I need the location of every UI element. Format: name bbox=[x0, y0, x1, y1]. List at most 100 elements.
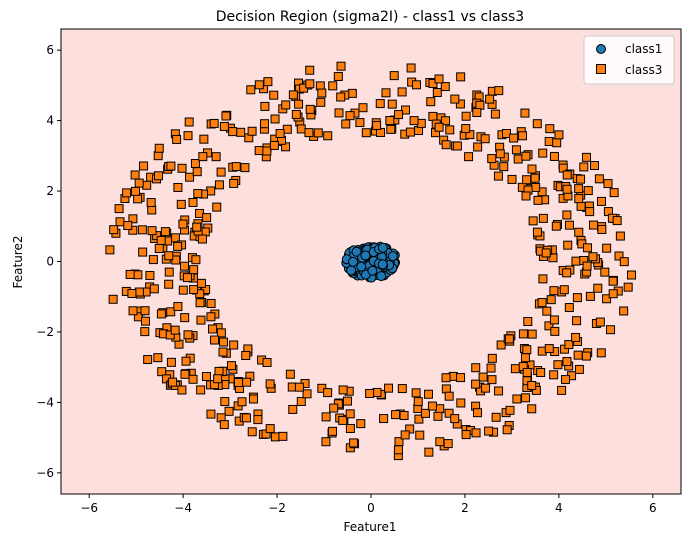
class3-point bbox=[397, 384, 407, 394]
class3-point bbox=[183, 330, 193, 340]
class3-point bbox=[538, 148, 548, 158]
class3-point bbox=[405, 424, 415, 434]
class3-point bbox=[365, 388, 375, 398]
class3-point bbox=[521, 151, 531, 161]
class3-point bbox=[494, 86, 504, 96]
class3-point bbox=[275, 129, 285, 138]
class3-point bbox=[133, 194, 143, 204]
class3-point bbox=[538, 213, 548, 223]
class3-point bbox=[147, 205, 157, 215]
class3-point bbox=[228, 127, 238, 137]
class3-point bbox=[294, 99, 304, 109]
legend-marker-class1 bbox=[596, 44, 606, 54]
class3-point bbox=[546, 295, 556, 305]
class3-point bbox=[615, 231, 625, 241]
class3-point bbox=[411, 80, 421, 90]
class3-point bbox=[173, 241, 183, 251]
class3-point bbox=[341, 119, 351, 129]
class3-point bbox=[218, 347, 228, 357]
class3-point bbox=[379, 414, 389, 424]
class3-point bbox=[527, 380, 537, 390]
class3-point bbox=[316, 97, 326, 107]
class3-point bbox=[595, 317, 605, 327]
y-tick-label: −4 bbox=[36, 395, 54, 409]
class3-point bbox=[109, 225, 119, 235]
class3-point bbox=[196, 315, 206, 325]
class3-point bbox=[491, 412, 501, 422]
class3-point bbox=[219, 420, 229, 430]
class3-point bbox=[288, 404, 298, 414]
class3-point bbox=[434, 122, 444, 132]
class3-point bbox=[391, 410, 401, 420]
class3-point bbox=[381, 88, 391, 98]
class3-point bbox=[536, 368, 546, 378]
class3-point bbox=[389, 71, 399, 81]
class3-point bbox=[172, 134, 182, 144]
class3-point bbox=[128, 225, 138, 235]
class3-point bbox=[435, 437, 445, 447]
class3-point bbox=[444, 391, 454, 401]
class3-point bbox=[434, 74, 444, 84]
class3-point bbox=[317, 88, 327, 98]
class3-point bbox=[181, 356, 191, 366]
class3-point bbox=[413, 397, 423, 407]
class3-point bbox=[338, 385, 348, 395]
class3-point bbox=[165, 330, 175, 340]
class3-point bbox=[153, 171, 163, 181]
class3-point bbox=[190, 158, 200, 168]
class3-point bbox=[305, 65, 315, 75]
class3-point bbox=[531, 385, 541, 395]
class3-point bbox=[212, 202, 222, 212]
class1-point bbox=[367, 265, 378, 276]
class3-point bbox=[471, 379, 481, 389]
class3-point bbox=[411, 388, 421, 398]
class3-point bbox=[349, 438, 359, 448]
y-tick-label: 4 bbox=[46, 114, 54, 128]
class3-point bbox=[291, 109, 301, 119]
x-tick-label: 0 bbox=[367, 501, 375, 515]
class3-point bbox=[206, 298, 216, 308]
class3-point bbox=[527, 329, 537, 339]
class3-point bbox=[387, 99, 397, 109]
class3-point bbox=[507, 174, 517, 184]
class3-point bbox=[487, 353, 497, 363]
class3-point bbox=[399, 411, 409, 421]
class3-point bbox=[226, 361, 236, 371]
y-tick-label: −2 bbox=[36, 325, 54, 339]
class3-point bbox=[585, 207, 595, 217]
class3-point bbox=[427, 401, 437, 411]
class3-point bbox=[600, 267, 610, 277]
class3-point bbox=[269, 90, 279, 100]
class3-point bbox=[177, 385, 187, 395]
class3-point bbox=[146, 198, 156, 208]
class3-point bbox=[542, 306, 552, 316]
class3-point bbox=[608, 289, 618, 299]
class3-point bbox=[178, 219, 188, 229]
class3-point bbox=[582, 261, 592, 271]
class3-point bbox=[240, 163, 250, 173]
class3-point bbox=[528, 216, 538, 226]
class3-point bbox=[530, 173, 540, 183]
class3-point bbox=[623, 282, 633, 292]
class3-point bbox=[544, 344, 554, 354]
class3-point bbox=[544, 136, 554, 146]
class3-point bbox=[596, 348, 606, 358]
class3-point bbox=[202, 213, 212, 223]
class3-point bbox=[531, 182, 541, 192]
class3-point bbox=[304, 128, 314, 138]
class3-point bbox=[356, 419, 366, 429]
class3-point bbox=[490, 109, 500, 119]
class3-point bbox=[154, 143, 164, 153]
class1-point bbox=[377, 259, 388, 270]
class3-point bbox=[533, 195, 543, 205]
class3-point bbox=[180, 369, 190, 379]
class3-point bbox=[527, 404, 537, 414]
class3-point bbox=[127, 289, 137, 298]
class3-point bbox=[196, 278, 206, 288]
class3-point bbox=[576, 201, 586, 211]
class3-point bbox=[229, 340, 239, 350]
class3-point bbox=[384, 383, 394, 393]
class3-point bbox=[386, 124, 396, 134]
class3-point bbox=[478, 372, 488, 382]
x-axis-label: Feature1 bbox=[344, 520, 397, 534]
